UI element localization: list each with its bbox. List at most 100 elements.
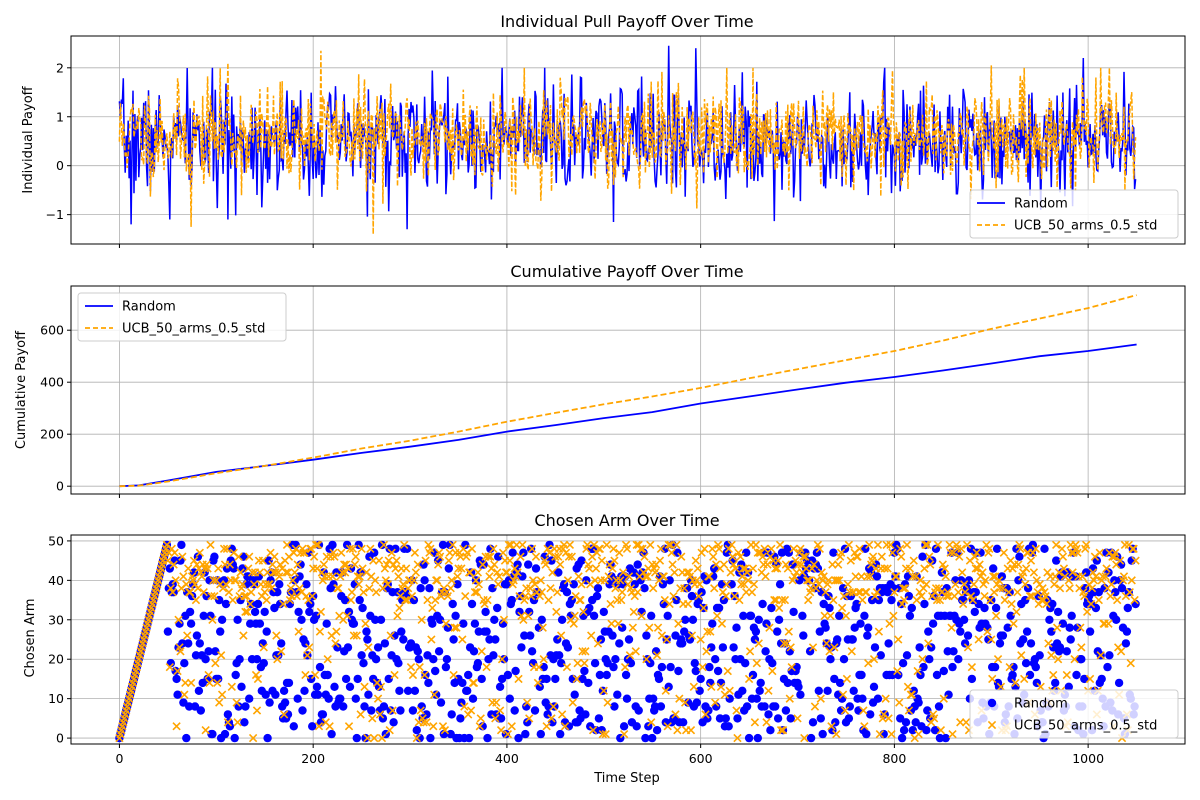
series-ucb-point xyxy=(583,540,592,550)
series-ucb-point xyxy=(466,706,476,715)
series-ucb-point xyxy=(431,595,440,605)
series-ucb-point xyxy=(1025,591,1035,601)
series-ucb-point xyxy=(839,591,849,601)
series-ucb-point xyxy=(904,706,914,715)
series-ucb-point xyxy=(868,552,878,561)
series-ucb-point xyxy=(832,729,841,739)
series-ucb-point xyxy=(655,556,665,565)
series-random-point xyxy=(799,631,808,640)
series-ucb-point xyxy=(744,674,754,684)
series-ucb-point xyxy=(485,572,494,581)
series-ucb-point xyxy=(620,662,630,672)
series-random-point xyxy=(186,619,196,628)
series-random-point xyxy=(624,635,634,644)
series-random-point xyxy=(373,643,383,652)
series-ucb-point xyxy=(1073,548,1082,557)
series-ucb-point xyxy=(245,552,254,561)
series-ucb-point xyxy=(737,580,746,589)
series-ucb-point xyxy=(281,568,291,577)
series-ucb-point xyxy=(210,591,219,601)
series-random-point xyxy=(864,623,873,632)
series-ucb-point xyxy=(502,568,512,577)
series-random-point xyxy=(371,615,380,624)
series-random-point xyxy=(984,635,993,644)
series-ucb-point xyxy=(350,560,359,569)
series-random-point xyxy=(438,540,448,550)
series-random-point xyxy=(296,560,305,569)
y-tick-label: 0 xyxy=(56,479,64,494)
series-random-point xyxy=(914,698,923,707)
series-ucb-point xyxy=(725,686,734,695)
series-ucb-point xyxy=(270,552,279,561)
cumulative-title: Cumulative Payoff Over Time xyxy=(510,262,743,281)
series-random-point xyxy=(794,682,803,691)
series-ucb-point xyxy=(1026,556,1036,565)
series-random-point xyxy=(626,659,636,668)
series-random-point xyxy=(930,726,940,735)
series-ucb-point xyxy=(467,544,477,553)
series-ucb-point xyxy=(613,595,622,605)
series-random-point xyxy=(396,706,405,715)
series-ucb-point xyxy=(470,588,480,597)
series-random-point xyxy=(185,702,194,711)
cumulative-ylabel: Cumulative Payoff xyxy=(14,330,29,449)
series-ucb-point xyxy=(412,733,421,743)
series-random-point xyxy=(647,611,656,620)
series-random-point xyxy=(255,619,265,628)
series-ucb-point xyxy=(475,722,484,731)
series-ucb-point xyxy=(482,662,491,672)
series-ucb-point xyxy=(631,647,640,656)
series-random-point xyxy=(524,560,533,569)
series-ucb-point xyxy=(277,647,286,656)
series-random-point xyxy=(230,733,239,743)
series-ucb-point xyxy=(523,698,532,707)
series-ucb-point xyxy=(206,540,215,550)
series-random-point xyxy=(998,631,1008,640)
series-random-point xyxy=(367,706,376,715)
y-tick-label: 0 xyxy=(56,731,64,746)
series-random-point xyxy=(758,599,767,609)
series-ucb-point xyxy=(967,662,977,672)
series-ucb-point xyxy=(556,631,566,640)
series-ucb-point xyxy=(557,710,567,719)
series-ucb-point xyxy=(844,540,854,550)
series-random-point xyxy=(360,702,369,711)
x-tick-label: 800 xyxy=(882,751,906,766)
series-ucb-point xyxy=(539,655,548,664)
series-ucb-point xyxy=(999,548,1009,557)
series-ucb-point xyxy=(1057,544,1067,553)
series-ucb-point xyxy=(853,552,862,561)
x-tick-label: 1000 xyxy=(1072,751,1104,766)
series-ucb-point xyxy=(783,564,793,573)
series-random-point xyxy=(464,670,473,680)
series-random-point xyxy=(742,702,752,711)
series-ucb-point xyxy=(1062,670,1071,680)
series-random-point xyxy=(1008,670,1017,680)
series-ucb-point xyxy=(1091,572,1101,581)
series-ucb-point xyxy=(1127,576,1136,585)
series-ucb-point xyxy=(354,580,363,589)
series-ucb-point xyxy=(810,702,820,711)
series-ucb-point xyxy=(363,733,372,743)
series-random-point xyxy=(619,722,629,731)
series-random-point xyxy=(724,722,733,731)
series-random-point xyxy=(1085,627,1095,636)
series-random-point xyxy=(869,682,879,691)
series-random-point xyxy=(495,682,505,691)
series-ucb-point xyxy=(457,564,466,573)
series-ucb-point xyxy=(252,706,262,715)
series-random-point xyxy=(1019,635,1028,644)
series-random-point xyxy=(928,619,938,628)
series-ucb-point xyxy=(1082,540,1091,550)
series-ucb-point xyxy=(689,682,699,691)
series-random-point xyxy=(520,631,529,640)
series-random-point xyxy=(980,603,989,613)
series-ucb-point xyxy=(759,560,768,569)
payoff-title: Individual Pull Payoff Over Time xyxy=(500,12,753,31)
series-ucb-point xyxy=(1041,591,1050,601)
series-ucb-point xyxy=(662,635,671,644)
payoff-frame xyxy=(70,35,1186,245)
series-ucb-point xyxy=(951,580,960,589)
series-random-point xyxy=(204,647,213,656)
series-random-point xyxy=(786,714,795,723)
